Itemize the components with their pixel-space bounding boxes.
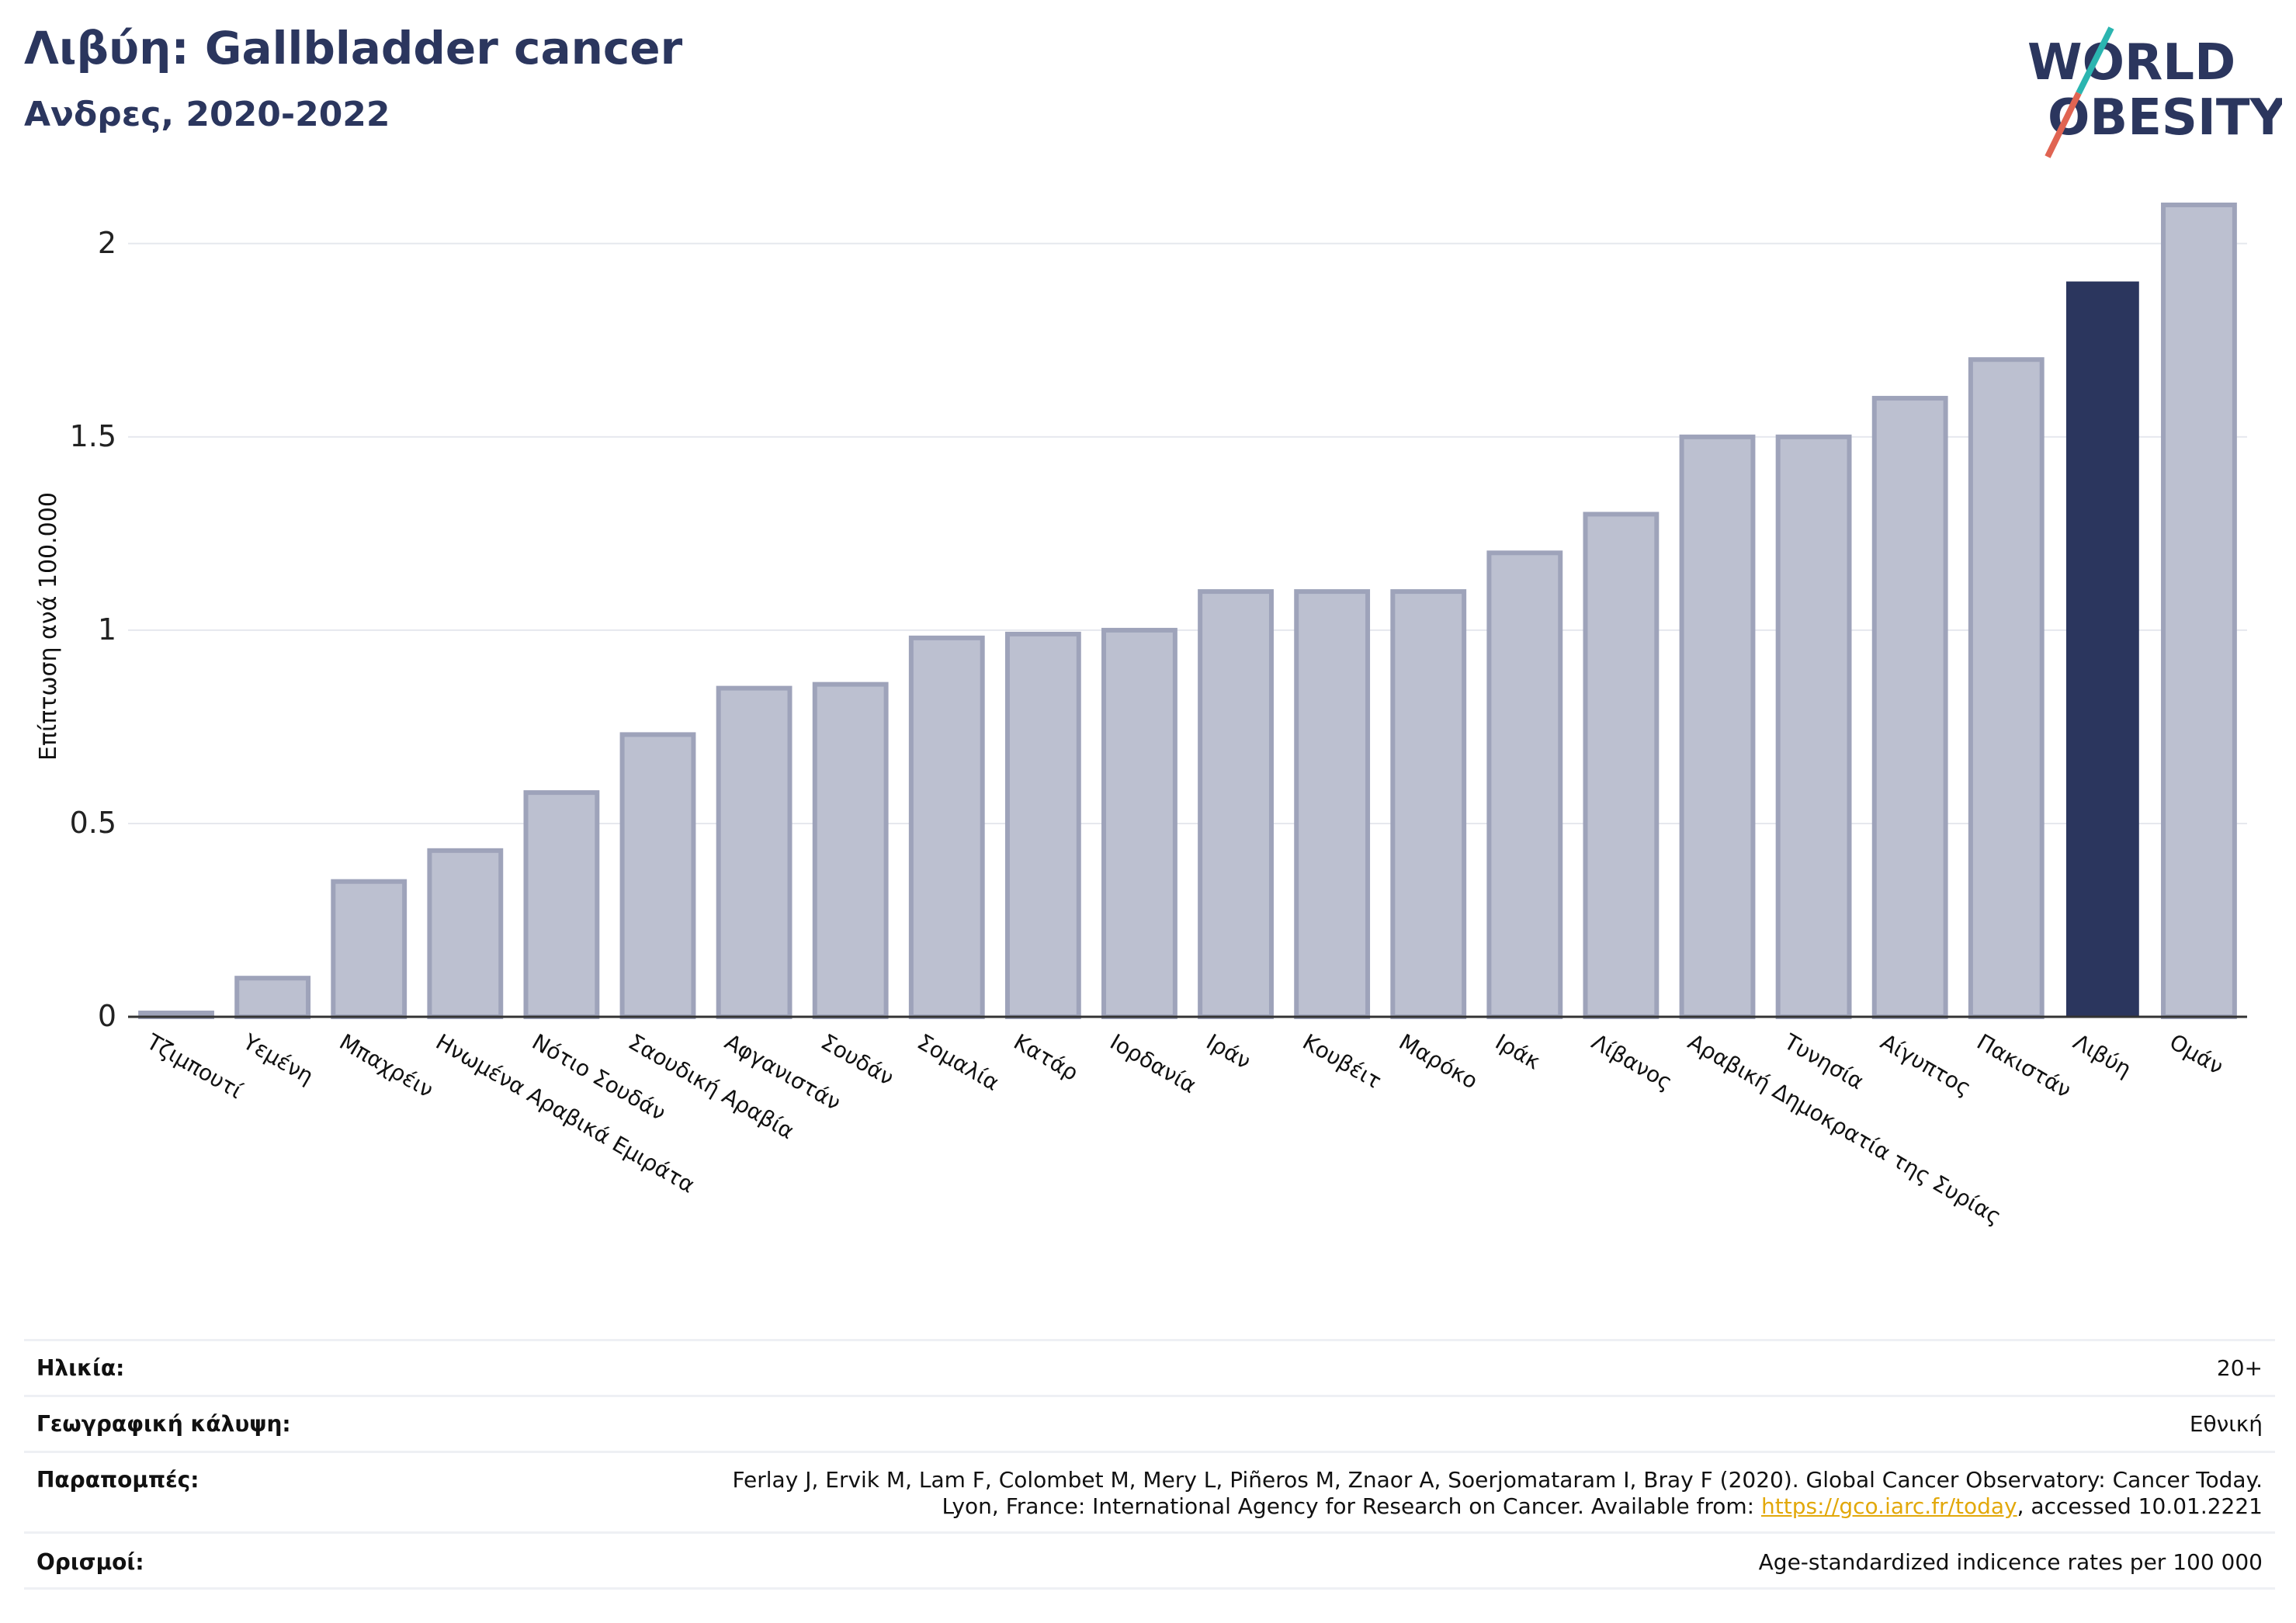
info-row-references: Παραπομπές: Ferlay J, Ervik M, Lam F, Co…	[24, 1453, 2275, 1534]
bar	[1583, 512, 1660, 1019]
bar	[1101, 627, 1177, 1020]
x-tick-label: Σαουδική Αραβία	[624, 1028, 799, 1144]
bar	[427, 848, 504, 1020]
coverage-value: Εθνική	[2189, 1411, 2263, 1437]
x-tick-label: Μαρόκο	[1395, 1028, 1483, 1094]
bar	[908, 635, 985, 1019]
logo-slash-red	[2045, 92, 2082, 158]
x-tick-label: Υεμένη	[238, 1028, 318, 1089]
bar	[1004, 631, 1081, 1020]
logo-slash-teal	[2076, 26, 2114, 95]
age-value: 20+	[2216, 1355, 2263, 1381]
definitions-label: Ορισμοί:	[36, 1549, 144, 1575]
logo-line2: OBESITY	[2048, 89, 2282, 147]
definitions-value: Age-standardized indicence rates per 100…	[1758, 1549, 2263, 1575]
references-line1: Ferlay J, Ervik M, Lam F, Colombet M, Me…	[732, 1467, 2263, 1493]
references-value: Ferlay J, Ervik M, Lam F, Colombet M, Me…	[732, 1467, 2263, 1520]
x-tick-label: Ιράκ	[1491, 1028, 1545, 1074]
bar-highlighted	[2065, 281, 2139, 1018]
bar	[1679, 434, 1756, 1019]
bar	[1871, 396, 1948, 1019]
x-tick-label: Κατάρ	[1009, 1028, 1082, 1086]
bar	[2161, 203, 2237, 1019]
bar	[1968, 357, 2045, 1019]
info-row-definitions: Ορισμοί: Age-standardized indicence rate…	[24, 1534, 2275, 1590]
x-tick-label: Μπαχρέιν	[335, 1028, 438, 1102]
bar	[1390, 589, 1467, 1019]
logo-line1: WORLD	[2027, 34, 2235, 92]
references-link[interactable]: https://gco.iarc.fr/today	[1761, 1493, 2017, 1519]
coverage-label: Γεωγραφική κάλυψη:	[36, 1411, 291, 1437]
bar	[1775, 434, 1852, 1019]
world-obesity-logo: WORLD OBESITY	[2027, 26, 2282, 158]
y-tick-label: 2	[98, 226, 116, 260]
page-subtitle: Ανδρες, 2020-2022	[24, 95, 390, 134]
x-tick-label: Σομαλία	[913, 1028, 1004, 1095]
x-tick-label: Ιορδανία	[1105, 1028, 1200, 1098]
bar	[1486, 550, 1563, 1019]
info-row-coverage: Γεωγραφική κάλυψη: Εθνική	[24, 1397, 2275, 1453]
x-tick-label: Αίγυπτος	[1876, 1028, 1975, 1101]
bar	[619, 732, 696, 1020]
y-tick-label: 0.5	[70, 806, 116, 840]
page-title: Λιβύη: Gallbladder cancer	[24, 22, 683, 75]
bar	[812, 681, 889, 1020]
y-tick-label: 1.5	[70, 419, 116, 453]
x-tick-label: Σουδάν	[817, 1028, 898, 1091]
y-tick-label: 0	[98, 999, 116, 1033]
bar	[331, 879, 408, 1019]
x-tick-label: Πακιστάν	[1972, 1028, 2076, 1103]
references-line2: Lyon, France: International Agency for R…	[732, 1493, 2263, 1520]
bar	[1294, 589, 1371, 1019]
bar	[234, 976, 311, 1019]
references-label: Παραπομπές:	[36, 1467, 199, 1493]
bar	[716, 685, 793, 1019]
info-table: Ηλικία: 20+ Γεωγραφική κάλυψη: Εθνική Πα…	[24, 1339, 2275, 1590]
references-line2-suffix: , accessed 10.01.2221	[2017, 1493, 2263, 1519]
age-label: Ηλικία:	[36, 1355, 125, 1381]
x-tick-label: Ιράν	[1202, 1028, 1256, 1074]
x-tick-label: Λιβύη	[2069, 1028, 2135, 1082]
x-tick-label: Κουβέιτ	[1299, 1028, 1386, 1094]
x-tick-label: Ομάν	[2165, 1028, 2228, 1080]
bar-chart: 0 0.5 1 1.5 2 Επίπτωση ανά 100.000 ΤζιμπουτίΥε…	[35, 203, 2247, 1229]
info-row-age: Ηλικία: 20+	[24, 1341, 2275, 1397]
x-tick-label: Λίβανος	[1587, 1028, 1677, 1095]
bar	[1198, 589, 1274, 1019]
y-axis-label: Επίπτωση ανά 100.000	[35, 492, 62, 761]
references-line2-text: Lyon, France: International Agency for R…	[942, 1493, 1761, 1519]
x-tick-label: Τζιμπουτί	[142, 1028, 248, 1104]
bar	[523, 790, 600, 1019]
bars	[138, 203, 2237, 1020]
y-tick-label: 1	[98, 612, 116, 647]
